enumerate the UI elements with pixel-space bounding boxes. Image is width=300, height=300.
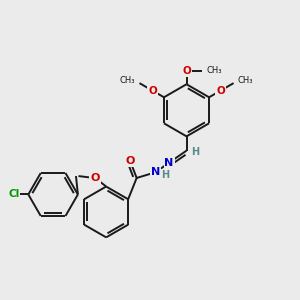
Text: O: O xyxy=(216,85,225,96)
Text: N: N xyxy=(151,167,160,177)
Text: H: H xyxy=(191,147,200,157)
Text: O: O xyxy=(90,172,100,183)
Text: CH₃: CH₃ xyxy=(206,66,222,75)
Text: O: O xyxy=(148,85,157,96)
Text: Cl: Cl xyxy=(8,190,20,200)
Text: N: N xyxy=(164,158,174,168)
Text: CH₃: CH₃ xyxy=(120,76,135,85)
Text: H: H xyxy=(161,170,169,180)
Text: O: O xyxy=(126,156,135,167)
Text: O: O xyxy=(182,66,191,76)
Text: CH₃: CH₃ xyxy=(238,76,253,85)
